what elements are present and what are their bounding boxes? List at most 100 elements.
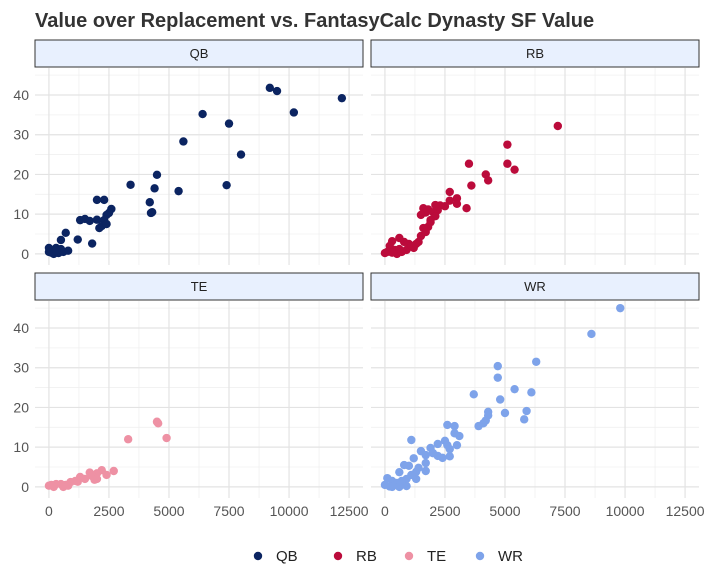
y-tick-label: 10 — [13, 206, 29, 222]
facet-strip-label: WR — [524, 279, 546, 294]
data-point-wr — [433, 439, 442, 449]
facet-strip — [370, 39, 700, 68]
data-point-qb — [85, 216, 94, 226]
y-tick-label: 30 — [13, 360, 29, 376]
data-point-rb — [503, 140, 512, 149]
x-tick-label: 5000 — [489, 503, 520, 519]
data-point-rb — [462, 204, 471, 213]
data-point-wr — [421, 450, 430, 460]
x-tick-label: 0 — [45, 503, 53, 519]
facet-strip-label: TE — [191, 279, 208, 294]
legend: QB RB TE WR — [253, 548, 523, 565]
data-point-wr — [469, 390, 478, 399]
legend-key-wr — [475, 551, 485, 561]
legend-label: QB — [276, 548, 298, 565]
legend-label: RB — [356, 548, 377, 565]
data-point-rb — [416, 210, 426, 220]
data-point-qb — [179, 137, 188, 146]
chart-title: Value over Replacement vs. FantasyCalc D… — [35, 10, 594, 32]
data-point-qb — [150, 184, 159, 193]
x-tick-label: 5000 — [153, 503, 184, 519]
data-point-qb — [146, 208, 156, 218]
data-point-wr — [407, 435, 416, 445]
data-point-qb — [63, 246, 73, 255]
x-tick-label: 12500 — [330, 503, 369, 519]
data-point-qb — [174, 186, 183, 196]
data-point-wr — [399, 460, 409, 470]
x-tick-label: 7500 — [213, 503, 244, 519]
y-tick-label: 20 — [13, 166, 29, 182]
facet-strip — [370, 272, 700, 301]
data-point-rb — [411, 239, 421, 249]
y-tick-label: 40 — [13, 320, 29, 336]
y-tick-label: 0 — [21, 479, 29, 495]
y-tick-label: 40 — [13, 87, 29, 103]
data-point-wr — [421, 466, 430, 476]
data-point-wr — [532, 357, 541, 366]
data-point-rb — [553, 121, 563, 131]
data-point-wr — [510, 384, 519, 394]
data-point-wr — [493, 361, 502, 371]
data-point-qb — [337, 93, 347, 103]
data-point-qb — [265, 83, 275, 93]
facet-panel-rb: RB — [370, 39, 700, 265]
data-point-te — [109, 466, 118, 476]
y-tick-label: 0 — [21, 246, 29, 262]
facet-strip-label: QB — [190, 46, 209, 61]
data-point-rb — [445, 196, 454, 205]
data-point-wr — [527, 388, 536, 397]
facet-panel-te: 0 2500 5000 7500 10000 12500 0 10 20 30 40 TE — [13, 272, 369, 519]
data-point-rb — [445, 187, 454, 197]
data-point-qb — [198, 109, 207, 119]
data-point-wr — [414, 463, 423, 473]
data-point-qb — [152, 170, 162, 180]
data-point-qb — [92, 215, 102, 224]
facet-strip — [34, 39, 364, 68]
x-tick-label: 2500 — [93, 503, 124, 519]
data-point-qb — [56, 235, 66, 245]
data-point-qb — [272, 86, 282, 96]
data-point-qb — [99, 195, 109, 205]
data-point-wr — [445, 452, 454, 461]
data-point-qb — [289, 108, 299, 117]
data-point-rb — [503, 159, 512, 168]
data-point-qb — [87, 239, 97, 248]
data-point-te — [49, 482, 58, 492]
data-point-rb — [395, 233, 404, 243]
data-point-qb — [222, 180, 231, 190]
data-point-te — [92, 474, 102, 484]
data-point-wr — [387, 482, 397, 492]
data-point-rb — [452, 199, 462, 209]
y-tick-label: 20 — [13, 399, 29, 415]
data-point-rb — [426, 217, 435, 227]
legend-key-qb — [253, 551, 263, 561]
facet-strip-label: RB — [526, 46, 544, 61]
x-tick-label: 0 — [381, 503, 389, 519]
data-point-wr — [587, 329, 596, 339]
data-point-rb — [464, 159, 474, 168]
data-point-qb — [236, 150, 246, 159]
data-point-qb — [51, 246, 61, 255]
data-point-te — [73, 477, 82, 486]
x-tick-label: 10000 — [270, 503, 309, 519]
data-point-wr — [445, 444, 454, 454]
x-tick-label: 7500 — [549, 503, 580, 519]
data-point-wr — [616, 303, 625, 313]
data-point-wr — [395, 467, 404, 477]
data-point-wr — [455, 431, 464, 441]
data-point-te — [153, 419, 163, 428]
data-point-qb — [224, 119, 234, 128]
legend-key-rb — [333, 551, 343, 561]
data-point-wr — [443, 420, 452, 430]
y-tick-label: 10 — [13, 439, 29, 455]
data-point-wr — [407, 470, 416, 480]
y-tick-label: 30 — [13, 127, 29, 143]
data-point-rb — [483, 176, 493, 185]
data-point-wr — [495, 395, 505, 404]
x-tick-label: 10000 — [606, 503, 645, 519]
data-point-wr — [395, 482, 404, 492]
facet-panel-wr: 0 2500 5000 7500 10000 12500 WR — [370, 272, 705, 519]
data-point-rb — [380, 248, 390, 258]
data-point-qb — [92, 195, 102, 205]
